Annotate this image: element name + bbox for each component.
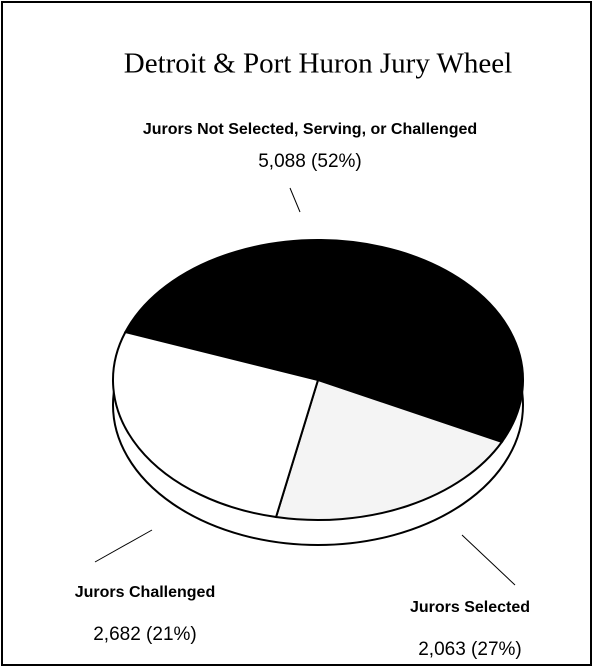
leader-line (289, 187, 301, 213)
slice-label: Jurors Not Selected, Serving, or Challen… (143, 121, 477, 138)
slice-label: Jurors Challenged (75, 584, 215, 601)
pie-slice (123, 239, 524, 444)
value-label: 5,088 (52%) (258, 151, 362, 172)
chart-title: Detroit & Port Huron Jury Wheel (124, 48, 512, 80)
slice-label: Jurors Selected (410, 599, 530, 616)
value-label: 2,063 (27%) (418, 639, 522, 660)
leader-line (94, 529, 153, 563)
pie-slice (274, 378, 504, 521)
value-label: 2,682 (21%) (93, 624, 197, 645)
pie-slice (112, 330, 320, 519)
leader-line (461, 534, 516, 586)
